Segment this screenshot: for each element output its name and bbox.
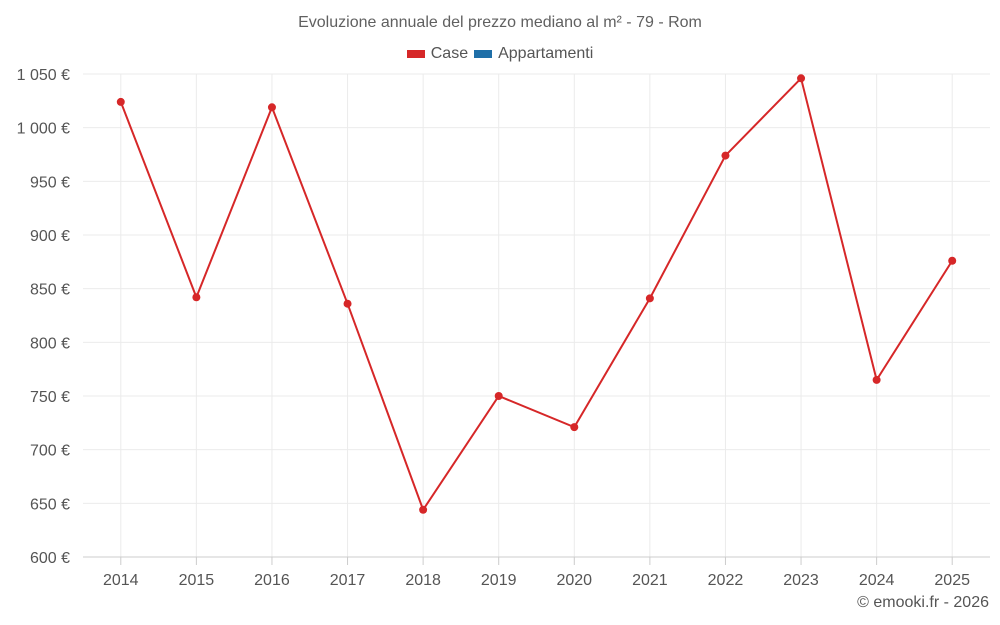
- data-point: [797, 74, 806, 83]
- x-tick-label: 2014: [103, 572, 139, 589]
- data-point: [343, 299, 352, 308]
- y-tick-label: 700 €: [30, 443, 70, 460]
- x-tick-label: 2024: [859, 572, 895, 589]
- legend-label-appartamenti: Appartamenti: [498, 45, 594, 62]
- axes: 600 € 650 € 700 € 750 € 800 € 850 € 900 € 950 €…: [17, 67, 990, 589]
- y-tick-label: 950 €: [30, 174, 70, 191]
- data-point: [116, 97, 125, 106]
- legend-swatch-case: [406, 50, 425, 58]
- legend-label-case: Case: [430, 45, 469, 62]
- data-point: [494, 392, 503, 400]
- legend-item-appartamenti[interactable]: Appartamenti: [474, 45, 593, 63]
- x-tick-label: 2016: [254, 572, 290, 589]
- series-line-case: [119, 76, 954, 512]
- y-tick-label: 1 050 €: [17, 67, 70, 84]
- x-tick-label: 2025: [934, 572, 970, 589]
- data-point: [948, 256, 957, 265]
- data-point: [192, 293, 201, 302]
- grid-lines: [83, 73, 990, 557]
- y-tick-label: 1 000 €: [17, 121, 70, 138]
- legend-swatch-appartamenti: [474, 50, 493, 58]
- x-tick-label: 2020: [556, 572, 592, 589]
- x-tick-label: 2022: [708, 572, 744, 589]
- legend-item-case[interactable]: Case: [406, 45, 469, 63]
- y-tick-label: 850 €: [30, 282, 70, 299]
- x-tick-label: 2023: [783, 572, 819, 589]
- legend: Case Appartamenti: [0, 45, 1000, 63]
- y-tick-label: 750 €: [30, 389, 70, 406]
- y-tick-label: 600 €: [30, 550, 70, 567]
- x-tick-label: 2017: [330, 572, 366, 589]
- chart-title: Evoluzione annuale del prezzo mediano al…: [298, 14, 702, 31]
- data-point: [570, 423, 579, 432]
- y-tick-label: 650 €: [30, 496, 70, 513]
- x-tick-label: 2019: [481, 572, 517, 589]
- series: [116, 74, 957, 514]
- data-point: [721, 151, 730, 160]
- x-tick-label: 2018: [405, 572, 441, 589]
- data-point: [645, 294, 654, 303]
- y-tick-label: 900 €: [30, 228, 70, 245]
- y-tick-label: 800 €: [30, 335, 70, 352]
- x-tick-label: 2015: [179, 572, 215, 589]
- credit-text: © emooki.fr - 2026: [857, 594, 989, 611]
- data-point: [419, 505, 428, 514]
- data-point: [267, 103, 276, 112]
- x-tick-label: 2021: [632, 572, 668, 589]
- data-point: [872, 375, 881, 384]
